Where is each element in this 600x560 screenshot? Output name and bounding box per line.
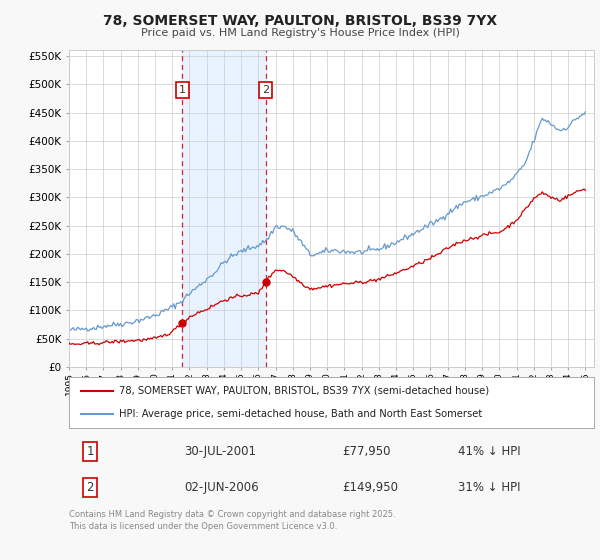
Text: HPI: Average price, semi-detached house, Bath and North East Somerset: HPI: Average price, semi-detached house,…: [119, 409, 482, 419]
Text: £77,950: £77,950: [342, 445, 391, 458]
Text: 31% ↓ HPI: 31% ↓ HPI: [458, 482, 520, 494]
Text: 02-JUN-2006: 02-JUN-2006: [185, 482, 259, 494]
Text: Price paid vs. HM Land Registry's House Price Index (HPI): Price paid vs. HM Land Registry's House …: [140, 28, 460, 38]
Text: 78, SOMERSET WAY, PAULTON, BRISTOL, BS39 7YX (semi-detached house): 78, SOMERSET WAY, PAULTON, BRISTOL, BS39…: [119, 386, 489, 396]
Text: 1: 1: [179, 85, 186, 95]
Text: 1: 1: [86, 445, 94, 458]
Text: Contains HM Land Registry data © Crown copyright and database right 2025.
This d: Contains HM Land Registry data © Crown c…: [69, 510, 395, 531]
Text: £149,950: £149,950: [342, 482, 398, 494]
Bar: [182, 50, 266, 367]
Text: 41% ↓ HPI: 41% ↓ HPI: [458, 445, 520, 458]
Text: 2: 2: [262, 85, 269, 95]
Text: 78, SOMERSET WAY, PAULTON, BRISTOL, BS39 7YX: 78, SOMERSET WAY, PAULTON, BRISTOL, BS39…: [103, 14, 497, 28]
Text: 2: 2: [86, 482, 94, 494]
Text: 30-JUL-2001: 30-JUL-2001: [185, 445, 257, 458]
